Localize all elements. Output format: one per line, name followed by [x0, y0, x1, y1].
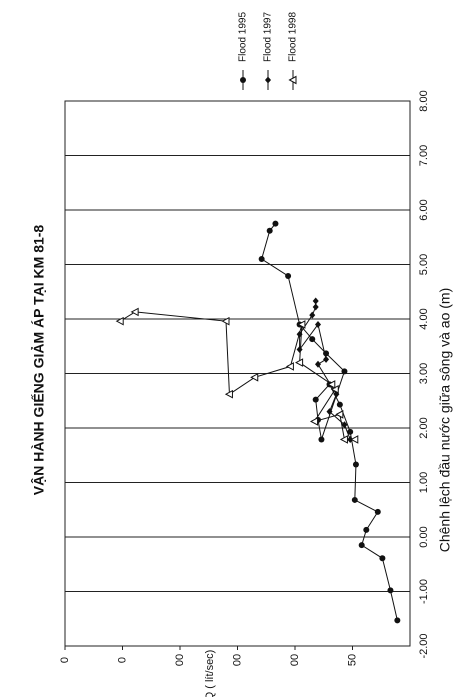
- point: [266, 227, 273, 234]
- legend-label: Flood 1997: [263, 12, 274, 62]
- point: [341, 421, 348, 429]
- point: [363, 526, 370, 533]
- point: [296, 346, 303, 354]
- y-tick-label: 00: [174, 654, 186, 666]
- x-tick-label: 8.00: [418, 90, 430, 111]
- point: [327, 380, 336, 389]
- x-axis-label: Chênh lệch đầu nước giữa sông và ao (m): [437, 288, 453, 553]
- point: [394, 617, 401, 624]
- point: [115, 316, 124, 326]
- point: [336, 401, 343, 408]
- point: [312, 303, 319, 311]
- y-tick-label: 00: [289, 654, 301, 666]
- point: [130, 307, 139, 317]
- point: [295, 358, 304, 367]
- x-tick-label: 5.00: [418, 254, 430, 275]
- y-tick-label: 50: [346, 654, 358, 666]
- x-tick-label: 0.00: [418, 526, 430, 547]
- point: [318, 436, 325, 443]
- point: [312, 297, 319, 305]
- point: [326, 408, 333, 416]
- series-line: [261, 223, 398, 621]
- point: [315, 360, 321, 368]
- x-tick-label: 3.00: [418, 363, 430, 384]
- point: [258, 256, 265, 263]
- point: [221, 316, 230, 326]
- point: [250, 372, 259, 382]
- point: [341, 368, 348, 375]
- x-tick-label: -1.00: [418, 579, 430, 604]
- point: [339, 435, 348, 444]
- series-line: [119, 311, 355, 440]
- point: [309, 311, 316, 319]
- x-tick-label: 1.00: [418, 472, 430, 493]
- point: [335, 410, 344, 419]
- point: [285, 362, 294, 371]
- point: [224, 389, 233, 399]
- legend-marker: [240, 77, 246, 83]
- x-tick-label: 7.00: [418, 145, 430, 166]
- point: [297, 320, 306, 329]
- point: [309, 336, 316, 343]
- x-tick-label: 2.00: [418, 417, 430, 438]
- legend-label: Flood 1998: [288, 12, 299, 62]
- point: [379, 555, 386, 562]
- point: [350, 435, 359, 444]
- point: [312, 396, 319, 403]
- legend-marker: [288, 75, 297, 85]
- point: [374, 508, 381, 515]
- point: [387, 587, 394, 594]
- y-axis-label: Q ( lít/sec): [204, 650, 216, 697]
- point: [285, 272, 292, 279]
- y-tick-label: 0: [116, 657, 128, 663]
- point: [315, 320, 321, 328]
- y-tick-label: 0: [59, 657, 71, 663]
- point: [352, 461, 359, 468]
- x-tick-label: 6.00: [418, 199, 430, 220]
- legend-marker: [265, 76, 271, 84]
- legend-label: Flood 1995: [238, 12, 249, 62]
- point: [347, 428, 354, 435]
- x-tick-label: 4.00: [418, 308, 430, 329]
- x-tick-label: -2.00: [418, 633, 430, 658]
- point: [309, 417, 319, 426]
- y-tick-label: 00: [231, 654, 243, 666]
- chart-title: VẬN HÀNH GIẾNG GIẢM ÁP TẠI KM 81-8: [30, 225, 47, 496]
- point: [272, 220, 279, 227]
- point: [351, 496, 358, 503]
- point: [358, 542, 365, 549]
- point: [323, 355, 330, 363]
